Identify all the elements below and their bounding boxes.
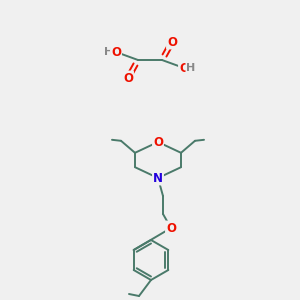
Text: O: O [123, 71, 133, 85]
Text: O: O [167, 35, 177, 49]
Text: H: H [104, 47, 114, 57]
Text: O: O [166, 221, 176, 235]
Text: N: N [153, 172, 163, 184]
Text: O: O [111, 46, 121, 59]
Text: O: O [153, 136, 163, 148]
Text: H: H [186, 63, 196, 73]
Text: O: O [179, 61, 189, 74]
